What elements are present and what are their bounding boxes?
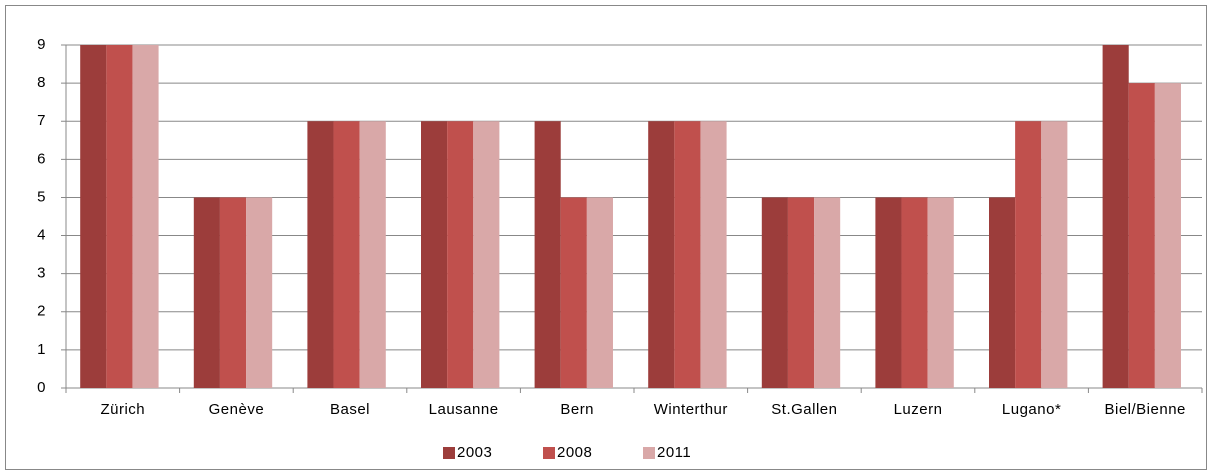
bar: [787, 197, 815, 388]
bar: [560, 197, 587, 388]
bar: [674, 121, 701, 388]
bar: [359, 121, 386, 388]
bar: [132, 45, 159, 388]
bar: [1041, 121, 1068, 388]
y-tick-label: 6: [37, 150, 46, 167]
bar: [1154, 83, 1181, 388]
x-tick-label: Zürich: [100, 401, 145, 418]
bar: [700, 121, 727, 388]
bar: [421, 121, 448, 388]
bar: [1015, 121, 1042, 388]
x-tick-label: St.Gallen: [771, 401, 837, 418]
y-tick-label: 7: [37, 112, 46, 129]
bar: [875, 197, 902, 388]
bar: [901, 197, 928, 388]
bar: [80, 45, 107, 388]
bar: [1102, 45, 1129, 388]
bar: [106, 45, 133, 388]
bar: [333, 121, 360, 388]
bar: [473, 121, 500, 388]
x-tick-label: Lausanne: [429, 401, 499, 418]
bar: [307, 121, 334, 388]
legend-swatch: [543, 447, 555, 459]
x-tick-label: Biel/Bienne: [1105, 401, 1186, 418]
y-tick-label: 3: [37, 265, 46, 282]
bar: [989, 197, 1016, 388]
legend-label: 2008: [557, 444, 592, 461]
y-tick-label: 5: [37, 188, 46, 205]
y-tick-label: 2: [37, 303, 46, 320]
bar: [927, 197, 954, 388]
x-tick-label: Lugano*: [1002, 401, 1061, 418]
y-tick-label: 9: [37, 36, 46, 53]
legend-swatch: [643, 447, 655, 459]
bar: [246, 197, 273, 388]
y-tick-label: 1: [37, 341, 46, 358]
y-tick-label: 8: [37, 74, 46, 91]
bar: [193, 197, 220, 388]
bar: [814, 197, 841, 388]
x-tick-label: Winterthur: [654, 401, 728, 418]
y-tick-label: 4: [37, 227, 46, 244]
bar: [586, 197, 613, 388]
x-tick-label: Bern: [560, 401, 594, 418]
y-tick-label: 0: [37, 379, 46, 396]
bar: [648, 121, 675, 388]
x-tick-label: Luzern: [894, 401, 943, 418]
x-tick-label: Genève: [209, 401, 265, 418]
x-tick-label: Basel: [330, 401, 370, 418]
bar: [534, 121, 561, 388]
legend-swatch: [443, 447, 455, 459]
bar: [219, 197, 247, 388]
legend-label: 2003: [457, 444, 492, 461]
legend-label: 2011: [657, 444, 691, 461]
bar: [447, 121, 474, 388]
bar: [761, 197, 788, 388]
bar: [1128, 83, 1155, 388]
